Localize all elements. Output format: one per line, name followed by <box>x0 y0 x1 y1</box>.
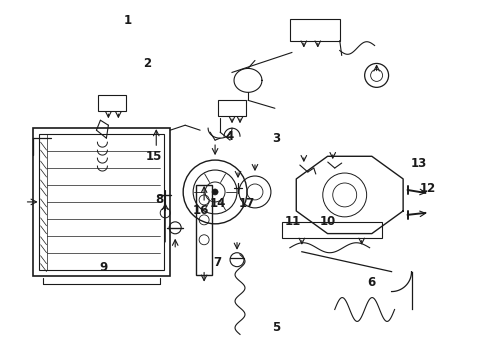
Text: 12: 12 <box>418 183 435 195</box>
Text: 15: 15 <box>146 150 162 163</box>
Text: 10: 10 <box>319 215 335 228</box>
Text: 7: 7 <box>213 256 221 269</box>
Bar <box>39 134 164 270</box>
Bar <box>218 100 245 116</box>
Text: 13: 13 <box>410 157 427 170</box>
Text: 11: 11 <box>285 215 301 228</box>
Text: 14: 14 <box>209 197 225 210</box>
Text: 3: 3 <box>272 132 280 145</box>
Text: 2: 2 <box>142 57 151 70</box>
Bar <box>98 95 126 111</box>
Bar <box>289 19 339 41</box>
Text: 16: 16 <box>192 204 208 217</box>
Bar <box>33 128 170 276</box>
Text: 4: 4 <box>225 130 234 144</box>
Bar <box>196 185 212 275</box>
Bar <box>281 222 381 238</box>
Circle shape <box>212 189 218 195</box>
Text: 5: 5 <box>271 320 280 333</box>
Text: 6: 6 <box>366 276 375 289</box>
Text: 17: 17 <box>238 197 255 210</box>
Text: 8: 8 <box>155 193 163 206</box>
Text: 1: 1 <box>123 14 131 27</box>
Text: 9: 9 <box>99 261 107 274</box>
